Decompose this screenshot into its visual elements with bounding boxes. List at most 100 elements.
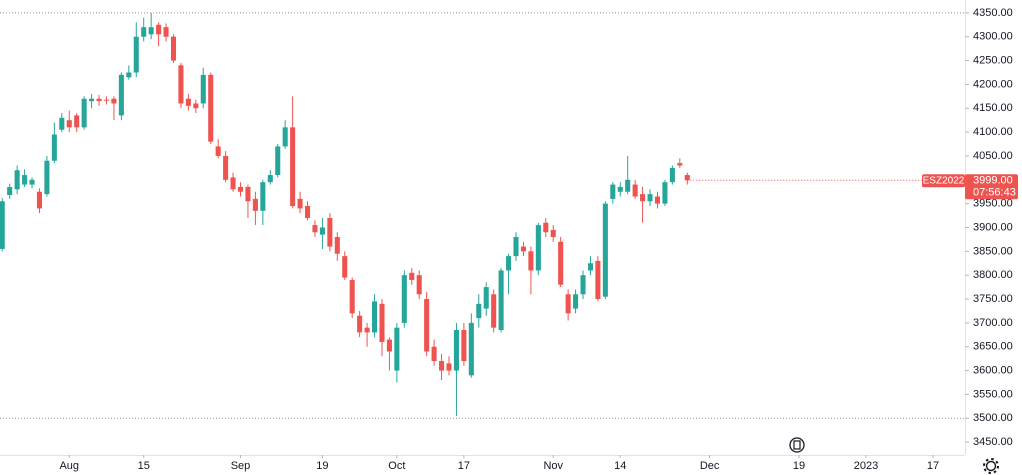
candle-body [103, 99, 110, 101]
y-tick-label: 4100.00 [973, 126, 1013, 138]
candle-body [647, 194, 653, 202]
candle-body [595, 260, 601, 300]
candle-body [357, 315, 363, 333]
candle-body [409, 272, 415, 280]
candle-body [163, 27, 169, 37]
candle-body [498, 270, 504, 331]
candle-body [483, 287, 489, 309]
candle [394, 322, 400, 383]
x-tick-label: 19 [316, 460, 328, 472]
candle [357, 310, 363, 338]
candle [431, 339, 437, 366]
candle [230, 172, 236, 192]
candle-body [446, 363, 452, 371]
candle [36, 188, 42, 214]
candle [446, 356, 452, 376]
candle [349, 277, 355, 319]
y-tick-label: 3850.00 [973, 245, 1013, 257]
candle [476, 294, 482, 328]
candle-body [334, 237, 340, 254]
candle-body [424, 299, 430, 352]
candle [133, 22, 139, 78]
y-tick-label: 3750.00 [973, 293, 1013, 305]
candle-body [401, 275, 407, 323]
candle-body [200, 74, 206, 104]
candle-body [178, 65, 184, 104]
candle [632, 179, 638, 199]
candle [297, 191, 303, 214]
settings-icon[interactable] [983, 458, 999, 474]
candle [118, 72, 124, 121]
candle-body [431, 346, 437, 362]
candle-body [237, 186, 244, 192]
candle-body [439, 361, 445, 371]
go-to-date-icon[interactable] [789, 437, 805, 453]
candle-body [513, 237, 519, 257]
candle [312, 220, 318, 238]
candle-body [44, 160, 50, 195]
candle [200, 67, 206, 109]
candle [74, 113, 80, 133]
candle-body [550, 229, 556, 238]
candle [640, 186, 646, 223]
y-tick-label: 3600.00 [973, 364, 1013, 376]
candle [573, 289, 579, 314]
candle [193, 99, 199, 114]
candle [89, 93, 95, 109]
candle [617, 182, 623, 197]
candle [215, 139, 221, 159]
candle-body [453, 330, 459, 371]
y-tick-label: 3550.00 [973, 388, 1013, 400]
candle [520, 241, 526, 257]
candle [29, 177, 35, 189]
candle [506, 253, 512, 295]
y-tick-label: 3900.00 [973, 221, 1013, 233]
candle [275, 144, 281, 178]
candle [290, 96, 296, 209]
icon-glyph [793, 440, 801, 450]
candle [662, 179, 668, 207]
candle-body [170, 36, 177, 61]
candle-body [267, 175, 273, 183]
candle-body [252, 198, 258, 211]
x-tick-label: Dec [700, 460, 720, 472]
candle-body [185, 98, 191, 106]
candle-body [282, 127, 288, 147]
candle [237, 182, 244, 197]
candle [498, 268, 504, 333]
last-price-label: 3999.00 [973, 175, 1013, 187]
candle [22, 169, 28, 187]
candle-body [7, 186, 13, 196]
candle [178, 62, 184, 109]
candle [163, 23, 169, 42]
candle-body [535, 225, 541, 271]
candle-body [632, 184, 638, 197]
candle-body [126, 72, 132, 78]
candle-body [587, 263, 593, 271]
countdown-label: 07:56:43 [973, 187, 1016, 199]
y-tick-label: 3700.00 [973, 317, 1013, 329]
candle-body [156, 24, 162, 35]
candle [535, 222, 541, 276]
candle-body [394, 327, 400, 371]
candle-body [290, 127, 296, 207]
candle-body [81, 98, 87, 128]
candle-body [260, 182, 266, 211]
candle [416, 270, 422, 300]
candle [558, 237, 564, 288]
candle [468, 313, 474, 378]
candle [327, 213, 333, 252]
candle-body [223, 155, 229, 180]
candle-body [476, 303, 482, 319]
y-tick-label: 4050.00 [973, 150, 1013, 162]
candle [267, 170, 273, 185]
candle-body [312, 225, 318, 233]
candle [491, 289, 497, 333]
candle-body [625, 179, 631, 192]
candle-body [677, 163, 683, 166]
candle-body [602, 203, 608, 297]
candle [14, 165, 20, 195]
candle-body [118, 74, 124, 116]
candle-body [66, 120, 72, 128]
